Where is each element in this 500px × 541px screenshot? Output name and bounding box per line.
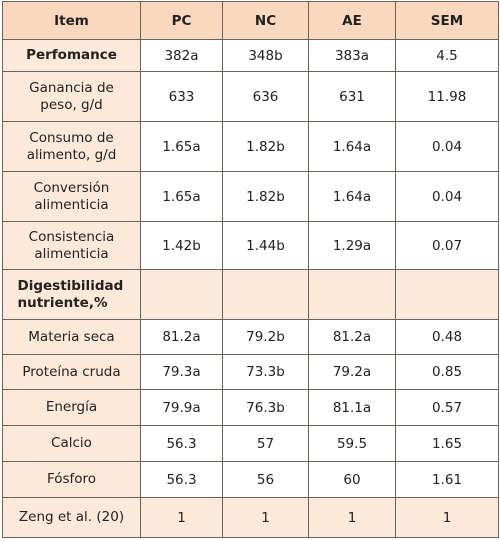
value-cell: 11.98 xyxy=(395,71,499,122)
value-cell: 79.3a xyxy=(140,354,223,390)
row-label-cell: Consistencia alimenticia xyxy=(2,221,141,270)
row-label-cell: Consumo de alimento, g/d xyxy=(2,121,141,172)
value-cell: 633 xyxy=(140,71,223,122)
value-cell: 56.3 xyxy=(140,461,223,498)
table-row: Perfomance 382a 348b 383a 4.5 xyxy=(2,39,499,72)
table-row: Consistencia alimenticia 1.42b 1.44b 1.29a 0… xyxy=(2,221,499,270)
row-label-cell: Fósforo xyxy=(2,461,141,498)
row-label: Zeng et al. (20) xyxy=(18,509,125,525)
value-cell: 348b xyxy=(222,39,309,72)
value-cell: 81.2a xyxy=(308,319,396,355)
value-cell: 79.2b xyxy=(222,319,309,355)
row-label: Consistencia alimenticia xyxy=(28,228,115,262)
row-label: Perfomance xyxy=(26,47,117,63)
value-cell: 1.42b xyxy=(140,221,223,270)
value-cell: 0.85 xyxy=(395,354,499,390)
value-cell xyxy=(395,269,499,320)
row-label-cell: Ganancia de peso, g/d xyxy=(2,71,141,122)
value-cell: 636 xyxy=(222,71,309,122)
value-cell: 73.3b xyxy=(222,354,309,390)
row-label: Calcio xyxy=(51,435,92,451)
table-row: Zeng et al. (20) 1 1 1 1 xyxy=(2,497,499,538)
value-cell: 1.65 xyxy=(395,425,499,462)
value-cell: 0.07 xyxy=(395,221,499,270)
value-cell xyxy=(308,269,396,320)
table-row: Conversión alimenticia 1.65a 1.82b 1.64a 0.0… xyxy=(2,171,499,222)
value-cell: 383a xyxy=(308,39,396,72)
header-cell: AE xyxy=(308,1,396,40)
value-cell xyxy=(222,269,309,320)
value-cell: 81.2a xyxy=(140,319,223,355)
value-cell: 1.64a xyxy=(308,171,396,222)
value-cell: 1 xyxy=(308,497,396,538)
row-label-cell: Calcio xyxy=(2,425,141,462)
value-cell: 56.3 xyxy=(140,425,223,462)
value-cell: 631 xyxy=(308,71,396,122)
value-cell: 1.44b xyxy=(222,221,309,270)
value-cell: 59.5 xyxy=(308,425,396,462)
header-row: Item PC NC AE SEM xyxy=(2,1,499,40)
header-cell: SEM xyxy=(395,1,499,40)
row-label-cell: Materia seca xyxy=(2,319,141,355)
value-cell: 382a xyxy=(140,39,223,72)
value-cell: 1.61 xyxy=(395,461,499,498)
value-cell: 79.9a xyxy=(140,389,223,426)
value-cell: 1.64a xyxy=(308,121,396,172)
value-cell: 0.48 xyxy=(395,319,499,355)
value-cell: 1.82b xyxy=(222,121,309,172)
row-label: Proteína cruda xyxy=(22,363,121,380)
value-cell: 1.65a xyxy=(140,121,223,172)
row-label: Ganancia de peso, g/d xyxy=(29,79,114,113)
header-cell: PC xyxy=(140,1,223,40)
row-label: Energía xyxy=(45,399,98,415)
value-cell: 0.57 xyxy=(395,389,499,426)
value-cell: 1.65a xyxy=(140,171,223,222)
value-cell: 0.04 xyxy=(395,121,499,172)
row-label: Materia seca xyxy=(28,328,115,345)
value-cell: 1 xyxy=(222,497,309,538)
row-label: Fósforo xyxy=(46,471,97,487)
table-row: Proteína cruda 79.3a 73.3b 79.2a 0.85 xyxy=(2,354,499,390)
value-cell: 76.3b xyxy=(222,389,309,426)
table-row: Ganancia de peso, g/d 633 636 631 11.98 xyxy=(2,71,499,122)
row-label: Conversión alimenticia xyxy=(33,179,110,213)
table-row: Digestibilidad nutriente,% xyxy=(2,269,499,320)
value-cell: 79.2a xyxy=(308,354,396,390)
value-cell: 57 xyxy=(222,425,309,462)
table-row: Materia seca 81.2a 79.2b 81.2a 0.48 xyxy=(2,319,499,355)
row-label-cell: Energía xyxy=(2,389,141,426)
table-row: Calcio 56.3 57 59.5 1.65 xyxy=(2,425,499,462)
table-row: Consumo de alimento, g/d 1.65a 1.82b 1.64a 0… xyxy=(2,121,499,172)
value-cell: 1 xyxy=(140,497,223,538)
row-label: Digestibilidad nutriente,% xyxy=(17,277,124,311)
row-label-cell: Conversión alimenticia xyxy=(2,171,141,222)
row-label-cell: Zeng et al. (20) xyxy=(2,497,141,538)
value-cell: 60 xyxy=(308,461,396,498)
row-label-cell: Proteína cruda xyxy=(2,354,141,390)
row-label: Consumo de alimento, g/d xyxy=(26,129,117,163)
header-cell: NC xyxy=(222,1,309,40)
value-cell: 1 xyxy=(395,497,499,538)
table-row: Fósforo 56.3 56 60 1.61 xyxy=(2,461,499,498)
row-label-cell: Perfomance xyxy=(2,39,141,72)
value-cell: 0.04 xyxy=(395,171,499,222)
table-body: Perfomance 382a 348b 383a 4.5 Ganancia de pes… xyxy=(2,39,499,538)
value-cell xyxy=(140,269,223,320)
value-cell: 1.82b xyxy=(222,171,309,222)
value-cell: 81.1a xyxy=(308,389,396,426)
value-cell: 1.29a xyxy=(308,221,396,270)
table-row: Energía 79.9a 76.3b 81.1a 0.57 xyxy=(2,389,499,426)
value-cell: 4.5 xyxy=(395,39,499,72)
header-cell: Item xyxy=(2,1,141,40)
value-cell: 56 xyxy=(222,461,309,498)
row-label-cell: Digestibilidad nutriente,% xyxy=(2,269,141,320)
